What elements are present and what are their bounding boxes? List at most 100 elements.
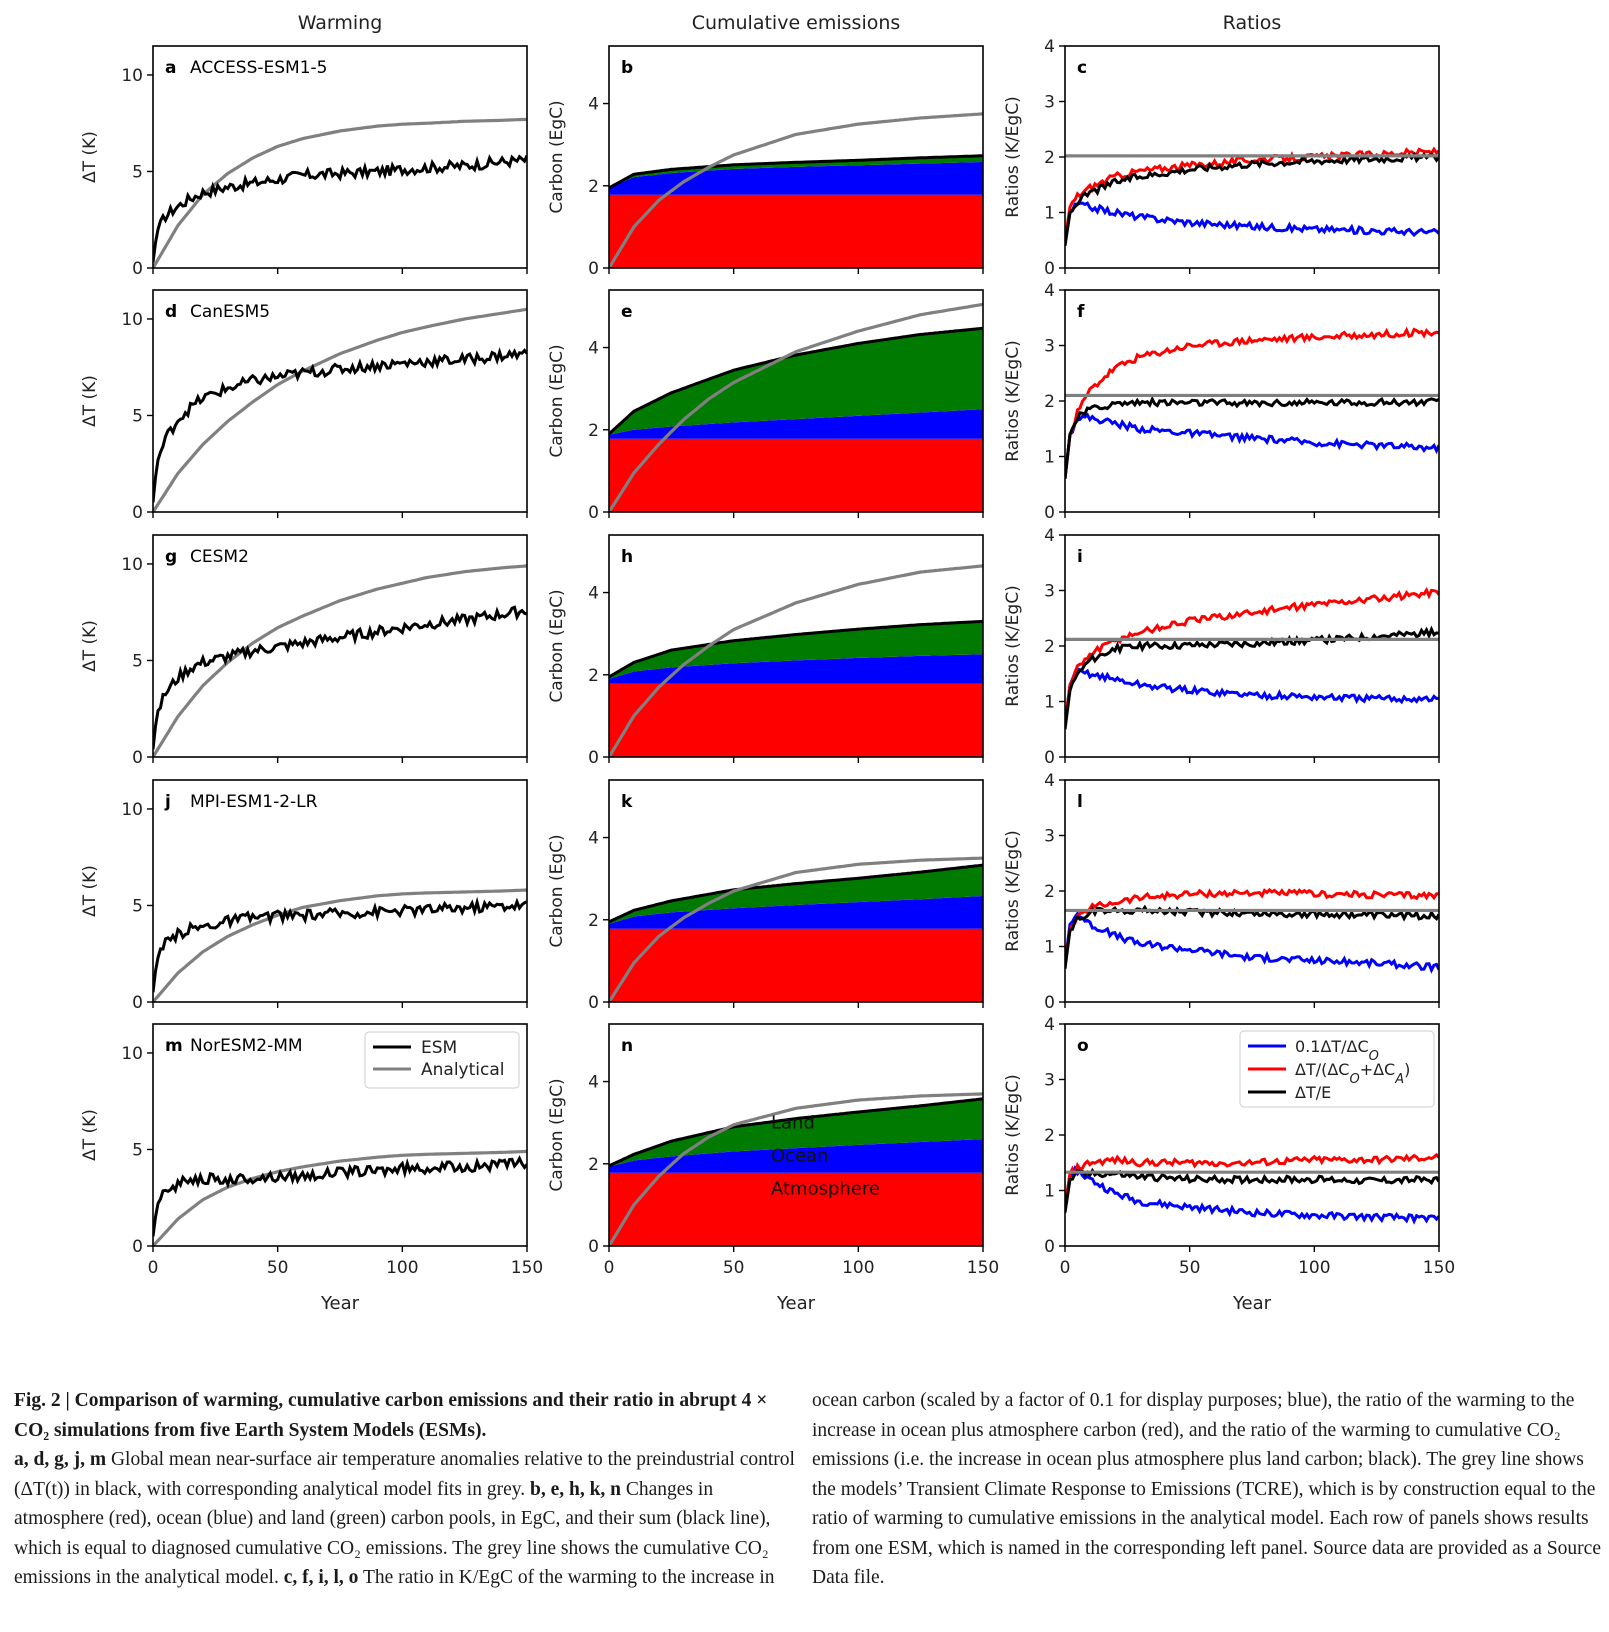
x-tick-label-n-0: 0 xyxy=(604,1258,615,1278)
total-emissions-line-b xyxy=(609,154,983,190)
y-tick-label-i-1: 1 xyxy=(1044,693,1055,713)
panel-frame-l xyxy=(1064,779,1440,1003)
panel-l: 0 1 2 3 4 Ratios (K/EgC) l xyxy=(1003,771,1440,1013)
land-area-k xyxy=(609,865,983,924)
ocean-atm-ratio-line-f xyxy=(1065,326,1439,479)
y-tick-label-g-1: 5 xyxy=(132,651,143,671)
y-tick-label-l-0: 0 xyxy=(1044,993,1055,1013)
panel-j: 0 5 10 ΔT (K) j MPI-ESM1-2-LR xyxy=(80,779,528,1013)
plot-area-c xyxy=(1065,146,1439,247)
y-tick-label-d-2: 10 xyxy=(121,310,143,330)
x-axis-label-2: Year xyxy=(1232,1293,1272,1314)
legend-analytical-label: Analytical xyxy=(421,1060,504,1080)
column-title-1: Cumulative emissions xyxy=(692,12,901,34)
panel-frame-a xyxy=(152,45,528,269)
plot-area-g xyxy=(153,564,527,757)
y-tick-label-a-0: 0 xyxy=(132,259,143,279)
panel-f: 0 1 2 3 4 Ratios (K/EgC) f xyxy=(1003,281,1440,523)
panel-k: 0 2 4 Carbon (EgC) k xyxy=(547,779,984,1013)
x-tick-label-m-1: 50 xyxy=(267,1258,289,1278)
panel-letter-e: e xyxy=(621,302,633,322)
column-titles: Warming Cumulative emissions Ratios xyxy=(298,12,1282,34)
x-tick-label-o-1: 50 xyxy=(1179,1258,1201,1278)
y-axis-label-m: ΔT (K) xyxy=(80,1109,100,1161)
y-tick-label-l-4: 4 xyxy=(1044,771,1055,791)
y-tick-label-a-1: 5 xyxy=(132,162,143,182)
analytical-emissions-line-e xyxy=(609,302,983,512)
caption-right-text: ocean carbon (scaled by a factor of 0.1 … xyxy=(812,1390,1601,1588)
y-tick-label-o-1: 1 xyxy=(1044,1182,1055,1202)
land-area-h xyxy=(609,621,983,679)
plot-area-e xyxy=(609,302,983,512)
analytical-emissions-line-b xyxy=(609,112,983,268)
plot-area-d xyxy=(153,307,527,512)
ocean-area-k xyxy=(609,895,983,929)
model-name-d: CanESM5 xyxy=(190,302,270,322)
panel-letter-b: b xyxy=(621,58,633,78)
panel-o: 0 1 2 3 4 0 50 100 150 Ratios (K/EgC) o xyxy=(1003,1015,1455,1278)
panel-c: 0 1 2 3 4 Ratios (K/EgC) c xyxy=(1003,37,1440,279)
panel-frame-g xyxy=(152,534,528,758)
y-tick-label-k-0: 0 xyxy=(588,993,599,1013)
y-axis-label-g: ΔT (K) xyxy=(80,620,100,672)
panel-letter-l: l xyxy=(1077,792,1083,812)
legend-ratio-label-1-sub-1: O xyxy=(1349,1072,1359,1087)
y-tick-label-j-2: 10 xyxy=(121,800,143,820)
y-tick-label-m-1: 5 xyxy=(132,1140,143,1160)
land-area-b xyxy=(609,155,983,188)
y-tick-label-b-0: 0 xyxy=(588,259,599,279)
y-tick-label-h-0: 0 xyxy=(588,748,599,768)
x-tick-label-o-2: 100 xyxy=(1298,1258,1330,1278)
y-tick-label-o-3: 3 xyxy=(1044,1071,1055,1091)
x-axis-label-1: Year xyxy=(776,1293,816,1314)
analytical-emissions-line-h xyxy=(609,564,983,757)
esm-warming-line-j xyxy=(153,896,527,993)
pool-label-land: Land xyxy=(771,1113,815,1134)
x-tick-label-n-2: 100 xyxy=(842,1258,874,1278)
y-axis-label-e: Carbon (EgC) xyxy=(547,344,567,457)
legend-ratio-label-1-part-4: ) xyxy=(1404,1060,1410,1079)
total-emissions-line-e xyxy=(609,326,983,436)
plot-area-f xyxy=(1065,326,1439,479)
y-tick-label-i-3: 3 xyxy=(1044,582,1055,602)
caption-right: ocean carbon (scaled by a factor of 0.1 … xyxy=(812,1386,1602,1593)
column-title-0: Warming xyxy=(298,12,383,34)
y-tick-label-m-0: 0 xyxy=(132,1237,143,1257)
x-tick-label-o-3: 150 xyxy=(1423,1258,1455,1278)
y-axis-label-c: Ratios (K/EgC) xyxy=(1003,96,1023,217)
y-axis-label-a: ΔT (K) xyxy=(80,131,100,183)
legend-ratio-label-2-part-0: ΔT/E xyxy=(1295,1083,1331,1102)
ocean-area-e xyxy=(609,409,983,439)
panel-frame-m xyxy=(152,1023,528,1247)
land-area-e xyxy=(609,328,983,435)
panel-h: 0 2 4 Carbon (EgC) h xyxy=(547,534,984,768)
emissions-ratio-line-f xyxy=(1065,395,1439,479)
esm-warming-line-g xyxy=(153,605,527,750)
y-tick-label-h-1: 2 xyxy=(588,666,599,686)
y-tick-label-i-4: 4 xyxy=(1044,526,1055,546)
panel-letter-h: h xyxy=(621,547,633,567)
esm-warming-line-m xyxy=(153,1155,527,1237)
pool-labels: Land Ocean Atmosphere xyxy=(771,1113,880,1200)
plot-area-b xyxy=(609,112,983,268)
panel-letter-n: n xyxy=(621,1036,633,1056)
panel-letter-a: a xyxy=(165,58,176,78)
panel-frame-k xyxy=(608,779,984,1003)
model-name-a: ACCESS-ESM1-5 xyxy=(190,58,328,78)
y-tick-label-n-0: 0 xyxy=(588,1237,599,1257)
y-tick-label-e-2: 4 xyxy=(588,339,599,359)
total-emissions-line-n xyxy=(609,1097,983,1168)
y-tick-label-l-2: 2 xyxy=(1044,882,1055,902)
y-tick-label-k-1: 2 xyxy=(588,911,599,931)
panel-frame-b xyxy=(608,45,984,269)
caption-bold-1: a, d, g, j, m xyxy=(14,1449,107,1470)
legend-ratio-label-0-part-0: 0.1ΔT/ΔC xyxy=(1295,1037,1369,1056)
y-tick-label-l-3: 3 xyxy=(1044,827,1055,847)
y-tick-label-d-0: 0 xyxy=(132,503,143,523)
x-tick-label-m-2: 100 xyxy=(386,1258,418,1278)
plot-area-m xyxy=(153,1149,527,1246)
y-tick-label-o-4: 4 xyxy=(1044,1015,1055,1035)
emissions-ratio-line-o xyxy=(1065,1167,1439,1213)
y-tick-label-n-1: 2 xyxy=(588,1155,599,1175)
